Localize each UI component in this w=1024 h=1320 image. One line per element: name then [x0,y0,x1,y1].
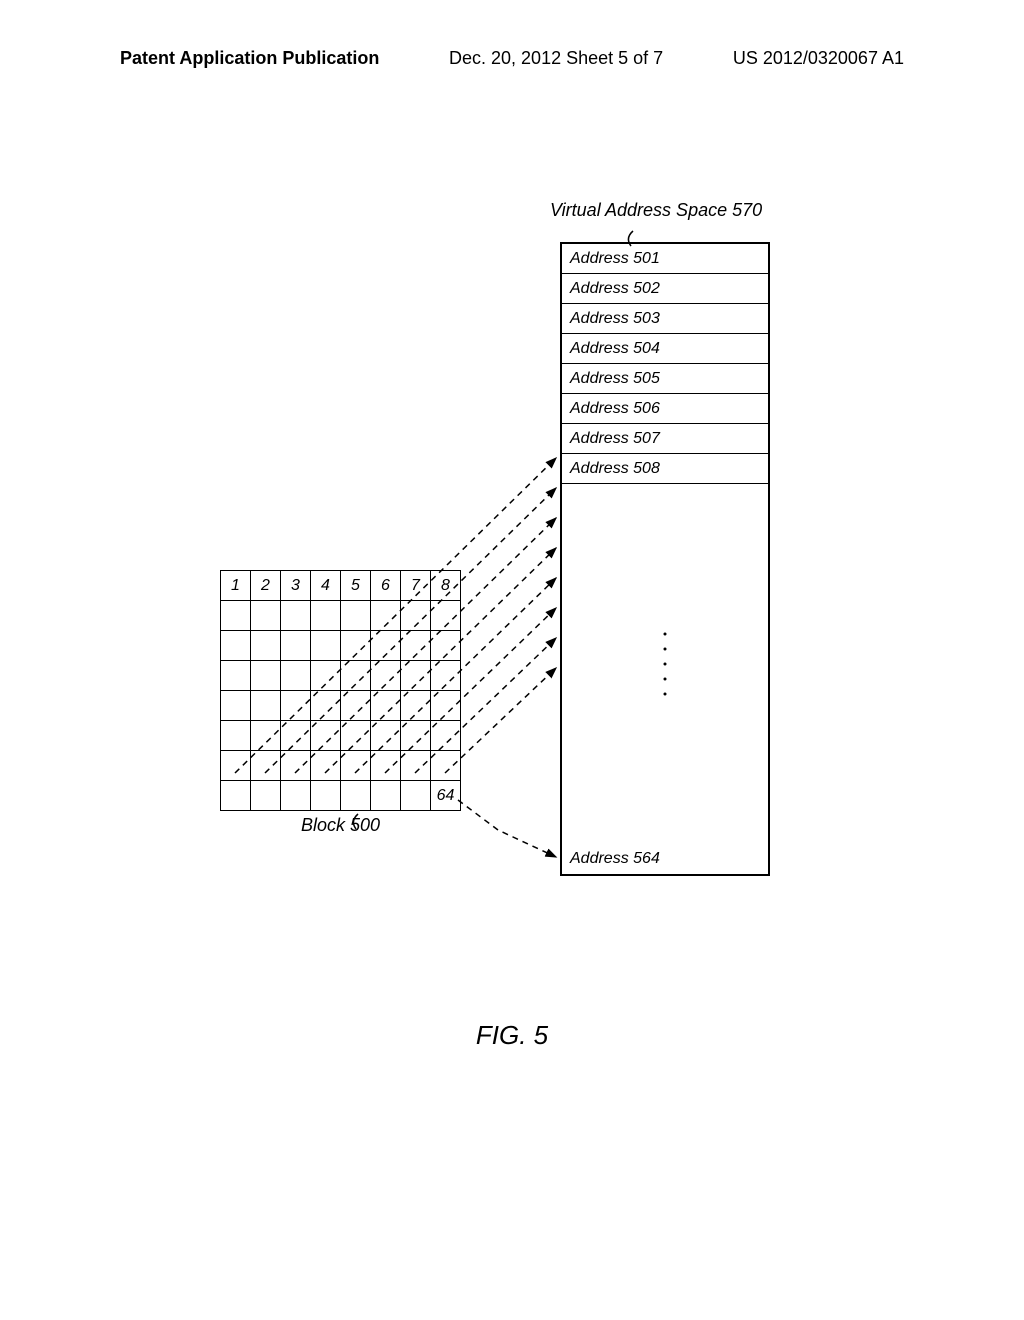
figure-container: Virtual Address Space 570 Address 501 Ad… [0,200,1024,1100]
table-row: 1 2 3 4 5 6 7 8 [221,571,461,601]
mapping-arrows-icon [0,200,1024,1100]
address-row: Address 505 [562,364,768,394]
virtual-address-space-title: Virtual Address Space 570 [550,200,762,221]
header-pub-number: US 2012/0320067 A1 [733,48,904,69]
virtual-address-table: Address 501 Address 502 Address 503 Addr… [560,242,770,876]
address-row: Address 503 [562,304,768,334]
header-publication: Patent Application Publication [120,48,379,69]
address-row: Address 508 [562,454,768,484]
table-row [221,691,461,721]
grid-cell: 6 [371,571,401,601]
grid-cell: 4 [311,571,341,601]
address-row: Address 501 [562,244,768,274]
address-row: Address 507 [562,424,768,454]
grid-table: 1 2 3 4 5 6 7 8 64 [220,570,461,811]
header-date-sheet: Dec. 20, 2012 Sheet 5 of 7 [449,48,663,69]
address-gap [562,484,768,844]
page-header: Patent Application Publication Dec. 20, … [0,48,1024,69]
table-row [221,721,461,751]
grid-cell: 5 [341,571,371,601]
table-row [221,631,461,661]
figure-caption: FIG. 5 [0,1020,1024,1051]
grid-cell: 3 [281,571,311,601]
table-row [221,661,461,691]
block-leader-icon [350,813,370,833]
grid-cell: 2 [251,571,281,601]
table-row [221,601,461,631]
block-label: Block 500 [220,815,461,836]
grid-cell: 7 [401,571,431,601]
table-row [221,751,461,781]
address-row: Address 504 [562,334,768,364]
grid-cell-last: 64 [431,781,461,811]
table-row: 64 [221,781,461,811]
address-row-last: Address 564 [562,844,768,874]
ellipsis-dots-icon [664,633,667,696]
address-row: Address 502 [562,274,768,304]
grid-cell: 1 [221,571,251,601]
address-row: Address 506 [562,394,768,424]
grid-cell: 8 [431,571,461,601]
block-grid: 1 2 3 4 5 6 7 8 64 Block 500 [220,570,461,836]
